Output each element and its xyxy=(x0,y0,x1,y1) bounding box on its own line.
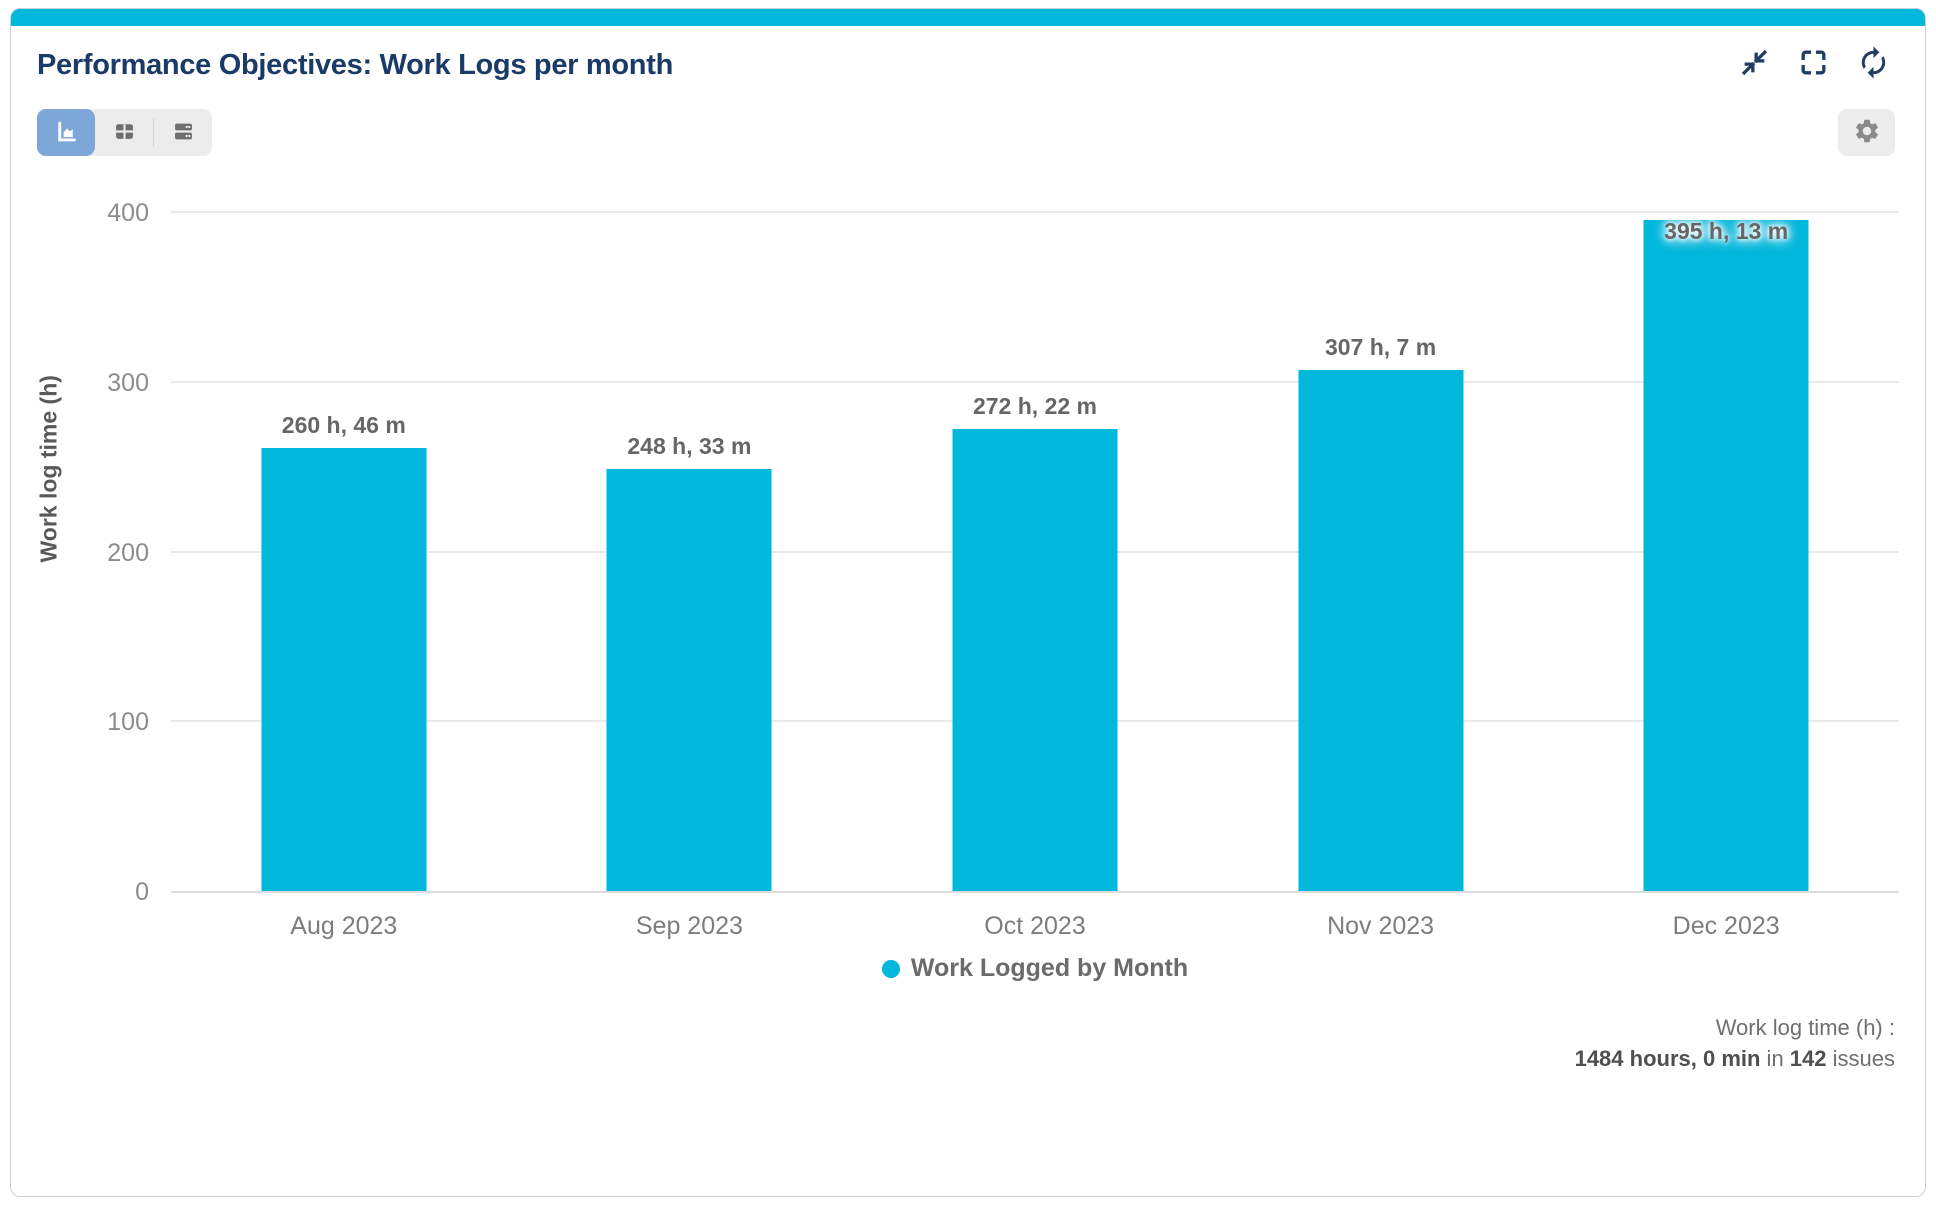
bar-value-label: 248 h, 33 m xyxy=(627,433,752,460)
table-view-button[interactable] xyxy=(95,109,153,156)
bar-value-label: 307 h, 7 m xyxy=(1324,333,1437,360)
bar-value-label: 272 h, 22 m xyxy=(972,392,1097,419)
y-tick-label: 200 xyxy=(107,538,149,567)
refresh-icon[interactable] xyxy=(1856,45,1891,80)
bar-slot: 260 h, 46 m xyxy=(171,214,517,891)
x-tick-label: Aug 2023 xyxy=(290,912,398,940)
bar-value-label: 260 h, 46 m xyxy=(281,412,406,439)
chart-legend[interactable]: Work Logged by Month xyxy=(171,954,1899,983)
y-tick-label: 300 xyxy=(107,368,149,397)
y-tick-label: 0 xyxy=(135,878,149,906)
area-chart-icon xyxy=(53,118,80,148)
accent-strip xyxy=(11,9,1925,26)
bar-plot: 260 h, 46 m 248 h, 33 m 272 h, 22 m 307 h, … xyxy=(171,211,1899,893)
collapse-icon[interactable] xyxy=(1738,46,1771,79)
fullscreen-icon[interactable] xyxy=(1797,46,1830,79)
y-axis-labels: 0 100 200 300 400 xyxy=(11,199,149,906)
summary-totals: Work log time (h) : 1484 hours, 0 min in… xyxy=(1575,1012,1895,1074)
bar-dec-2023[interactable] xyxy=(1643,220,1809,891)
bar-slot: 248 h, 33 m xyxy=(517,214,863,891)
page-title: Performance Objectives: Work Logs per mo… xyxy=(37,49,673,81)
rows-icon xyxy=(170,118,197,148)
x-tick-label: Oct 2023 xyxy=(984,912,1086,940)
table-icon xyxy=(111,118,138,148)
rows-view-button[interactable] xyxy=(154,109,212,156)
bar-value-label: 395 h, 13 m xyxy=(1664,218,1789,244)
y-tick-label: 400 xyxy=(107,199,149,227)
x-tick-label: Sep 2023 xyxy=(635,912,743,940)
bar-aug-2023[interactable] xyxy=(261,448,427,891)
widget-card: Performance Objectives: Work Logs per mo… xyxy=(10,8,1926,1197)
x-axis-labels: Aug 2023 Sep 2023 Oct 2023 Nov 2023 Dec 2023 xyxy=(171,912,1899,941)
summary-suffix: issues xyxy=(1826,1046,1895,1071)
x-tick-label: Dec 2023 xyxy=(1672,912,1780,940)
settings-button[interactable] xyxy=(1838,109,1895,156)
summary-line: 1484 hours, 0 min in 142 issues xyxy=(1575,1043,1895,1074)
bar-nov-2023[interactable] xyxy=(1298,369,1464,891)
bar-slot: 395 h, 13 m xyxy=(1553,214,1899,891)
bar-sep-2023[interactable] xyxy=(606,469,772,891)
summary-connector: in xyxy=(1760,1046,1790,1071)
x-tick-label: Nov 2023 xyxy=(1327,912,1435,940)
summary-total: 1484 hours, 0 min xyxy=(1574,1046,1761,1071)
window-controls xyxy=(1738,45,1891,80)
gridline xyxy=(171,380,1899,383)
y-tick-label: 100 xyxy=(107,708,149,737)
summary-issue-count: 142 xyxy=(1789,1046,1827,1071)
chart-view-button[interactable] xyxy=(37,109,95,156)
summary-caption: Work log time (h) : xyxy=(1715,1015,1895,1040)
view-switcher xyxy=(37,109,212,156)
bar-slot: 272 h, 22 m xyxy=(862,214,1208,891)
bar-slot: 307 h, 7 m xyxy=(1208,214,1554,891)
toolbar-divider xyxy=(153,118,154,147)
legend-label: Work Logged by Month xyxy=(910,954,1189,982)
bar-oct-2023[interactable] xyxy=(952,428,1118,891)
gear-icon xyxy=(1853,117,1881,148)
gridline xyxy=(171,211,1899,213)
legend-dot-icon xyxy=(881,959,900,978)
